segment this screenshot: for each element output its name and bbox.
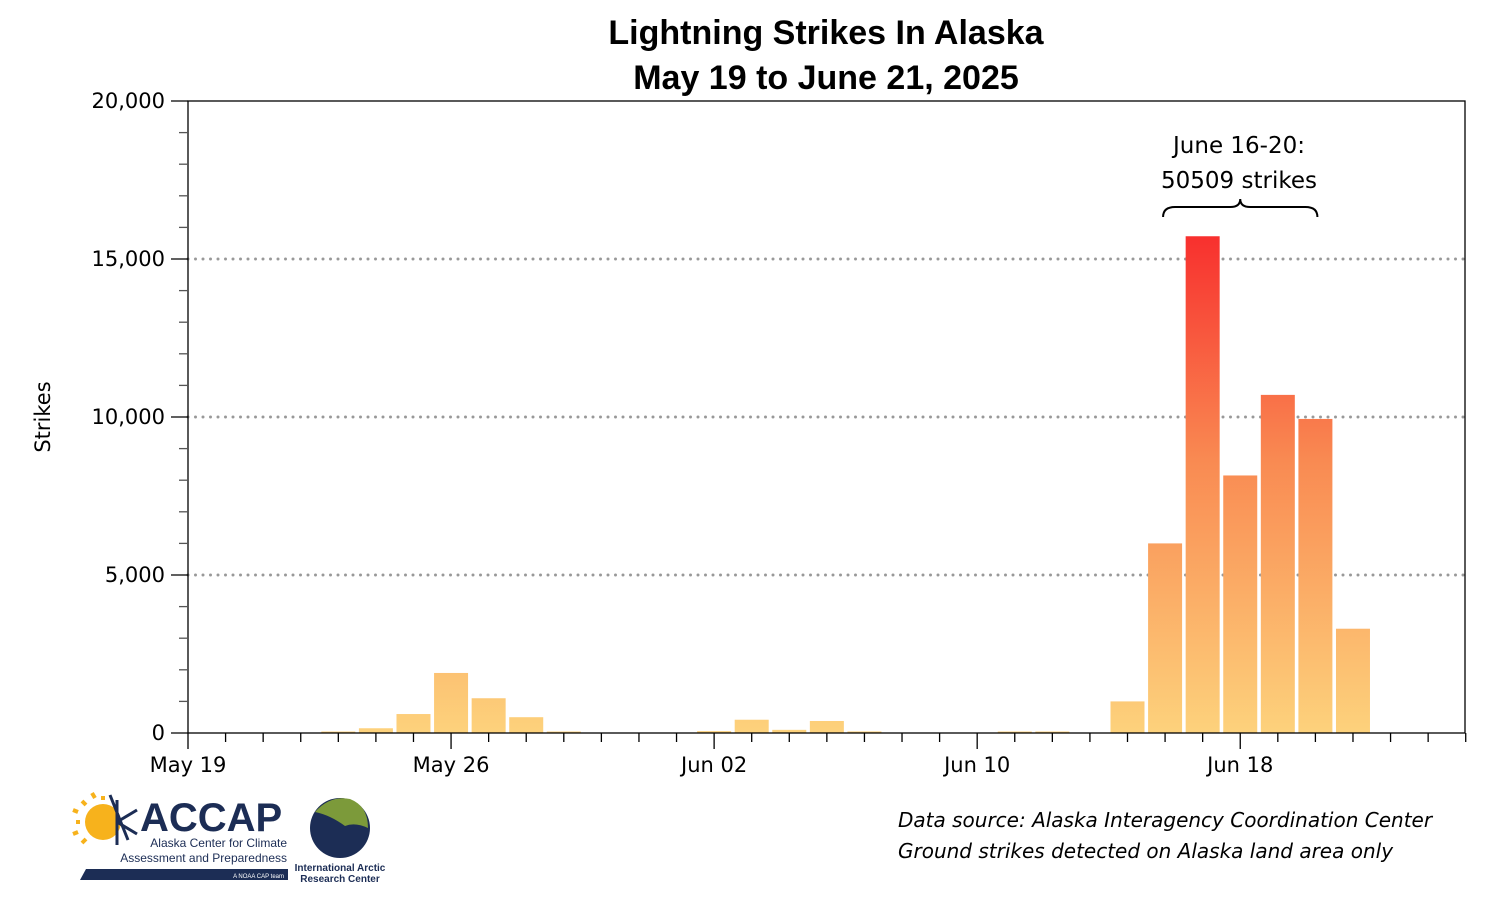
axes bbox=[171, 100, 1467, 749]
bar bbox=[847, 731, 882, 733]
accap-name: ACCAP bbox=[140, 796, 282, 840]
bar bbox=[471, 698, 506, 733]
bar bbox=[321, 731, 356, 733]
annotation-line2: 50509 strikes bbox=[1161, 168, 1317, 194]
accap-logo: ACCAP Alaska Center for Climate Assessme… bbox=[72, 791, 288, 880]
bar bbox=[697, 731, 732, 733]
bar bbox=[1035, 731, 1070, 733]
bar bbox=[734, 719, 769, 733]
bar bbox=[1223, 475, 1258, 733]
iarc-line1: International Arctic bbox=[295, 863, 386, 874]
bar bbox=[1260, 394, 1295, 733]
y-tick-label: 5,000 bbox=[105, 563, 165, 587]
bar bbox=[546, 731, 581, 733]
bars bbox=[321, 236, 1370, 734]
snowflake-icon bbox=[108, 794, 138, 845]
bar bbox=[1110, 701, 1145, 733]
data-note-text: Ground strikes detected on Alaska land a… bbox=[898, 839, 1394, 863]
bar bbox=[1298, 418, 1333, 733]
x-tick-label: Jun 02 bbox=[679, 753, 747, 777]
bar bbox=[1148, 543, 1183, 733]
y-tick-label: 10,000 bbox=[92, 405, 165, 429]
chart-title: Lightning Strikes In Alaska bbox=[608, 14, 1044, 52]
y-tick-labels: 0 5,000 10,000 15,000 20,000 bbox=[92, 89, 165, 745]
bar bbox=[997, 731, 1032, 733]
accap-line2: Assessment and Preparedness bbox=[120, 851, 287, 865]
bar bbox=[396, 714, 431, 733]
iarc-logo: International Arctic Research Center bbox=[295, 798, 386, 885]
iarc-line2: Research Center bbox=[300, 874, 380, 885]
x-tick-labels: May 19 May 26 Jun 02 Jun 10 Jun 18 bbox=[150, 753, 1274, 777]
sun-icon bbox=[72, 791, 121, 845]
x-tick-label: Jun 10 bbox=[942, 753, 1010, 777]
x-tick-label: Jun 18 bbox=[1205, 753, 1273, 777]
bar bbox=[1185, 236, 1220, 734]
annotation-line1: June 16-20: bbox=[1171, 133, 1305, 159]
data-source-text: Data source: Alaska Interagency Coordina… bbox=[898, 808, 1434, 832]
x-tick-label: May 26 bbox=[413, 753, 490, 777]
bar bbox=[358, 728, 393, 733]
y-tick-label: 15,000 bbox=[92, 247, 165, 271]
bar bbox=[434, 672, 469, 733]
annotation: June 16-20: 50509 strikes bbox=[1161, 133, 1319, 218]
y-tick-label: 20,000 bbox=[92, 89, 165, 113]
accap-tag: A NOAA CAP team bbox=[233, 874, 284, 880]
bar bbox=[809, 720, 844, 733]
bar bbox=[509, 717, 544, 733]
bar bbox=[1335, 628, 1370, 733]
bar bbox=[772, 729, 807, 733]
accap-line1: Alaska Center for Climate bbox=[150, 836, 287, 850]
annotation-brace bbox=[1162, 198, 1319, 218]
y-tick-label: 0 bbox=[152, 721, 165, 745]
y-axis-label: Strikes bbox=[31, 381, 55, 452]
x-tick-label: May 19 bbox=[150, 753, 227, 777]
chart-subtitle: May 19 to June 21, 2025 bbox=[633, 59, 1019, 97]
